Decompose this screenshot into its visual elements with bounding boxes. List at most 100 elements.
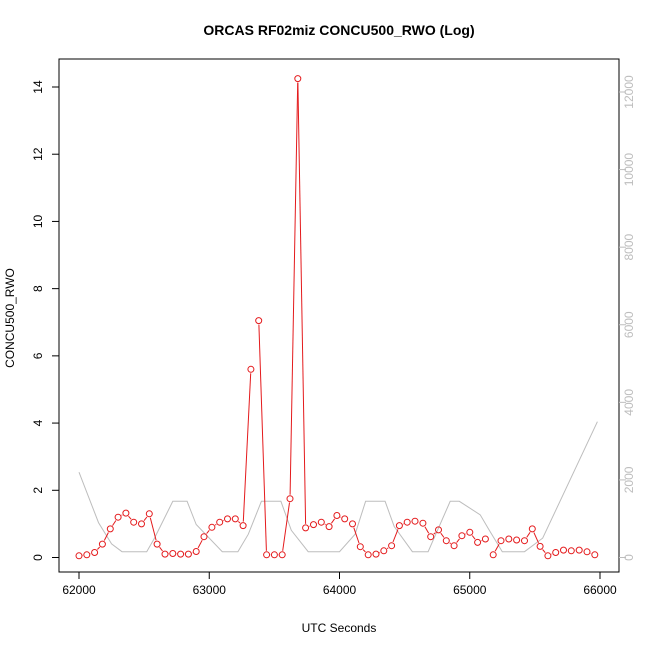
primary-series-segment xyxy=(237,521,241,524)
y-tick-label: 2 xyxy=(31,487,45,494)
primary-series-segment xyxy=(214,523,217,526)
data-point xyxy=(583,548,591,556)
y2-tick-label: 10000 xyxy=(622,153,636,187)
primary-series-segment xyxy=(258,324,267,551)
data-point xyxy=(349,520,356,528)
data-point xyxy=(536,542,544,550)
data-point xyxy=(83,551,91,559)
y2-tick-label: 4000 xyxy=(622,389,636,416)
data-point xyxy=(75,552,83,560)
data-point xyxy=(177,550,185,558)
primary-series-segment xyxy=(297,82,307,524)
data-point xyxy=(442,537,450,545)
primary-series-segment xyxy=(424,526,430,534)
primary-series-segment xyxy=(494,543,500,552)
data-point xyxy=(575,546,583,554)
axes-layer: 62000 63000 64000 65000 66000 0 2 4 6 8 10 12 14 0 200… xyxy=(31,75,636,597)
data-point xyxy=(130,518,138,526)
data-point xyxy=(325,523,333,531)
data-point xyxy=(466,528,474,536)
primary-series-layer xyxy=(75,75,599,560)
data-point xyxy=(403,518,411,526)
data-point xyxy=(521,537,528,545)
primary-series-segment xyxy=(197,539,203,549)
data-point xyxy=(278,551,286,559)
primary-series-segment xyxy=(282,502,290,551)
data-point xyxy=(372,550,380,558)
y2-tick-label: 2000 xyxy=(622,466,636,493)
data-point xyxy=(255,317,263,325)
x-tick-label: 62000 xyxy=(62,583,96,597)
data-point xyxy=(395,522,403,530)
data-point xyxy=(552,549,560,556)
data-point xyxy=(427,533,435,541)
x-axis-label: UTC Seconds xyxy=(302,621,377,635)
x-tick-label: 63000 xyxy=(193,583,227,597)
y-tick-label: 14 xyxy=(31,80,45,94)
y-tick-label: 0 xyxy=(31,554,45,561)
y2-tick-label: 8000 xyxy=(622,233,636,260)
data-point xyxy=(497,537,505,545)
data-point xyxy=(419,519,427,527)
primary-series-segment xyxy=(526,532,531,538)
primary-series-segment xyxy=(143,516,148,522)
primary-series-segment xyxy=(330,518,336,524)
primary-series-segment xyxy=(449,542,452,545)
data-point xyxy=(263,551,271,559)
primary-series-segment xyxy=(128,515,132,520)
plot-frame xyxy=(58,58,620,573)
data-point xyxy=(591,551,599,559)
primary-series-segment xyxy=(353,527,360,544)
data-point xyxy=(333,512,341,519)
data-point xyxy=(474,538,482,546)
data-point xyxy=(341,515,349,523)
y2-tick-label: 6000 xyxy=(622,311,636,338)
data-point xyxy=(489,551,497,559)
primary-series-segment xyxy=(206,529,210,534)
data-point xyxy=(411,517,419,525)
y-tick-label: 8 xyxy=(31,285,45,292)
data-point xyxy=(294,75,302,83)
primary-series-segment xyxy=(103,532,109,541)
data-point xyxy=(560,546,567,554)
x-tick-label: 65000 xyxy=(453,583,487,597)
data-point xyxy=(458,532,466,540)
primary-series-segment xyxy=(112,520,117,526)
data-point xyxy=(169,550,177,557)
primary-series-segment xyxy=(159,546,163,552)
data-point xyxy=(567,547,575,555)
data-point xyxy=(231,515,239,523)
primary-series-segment xyxy=(440,532,445,538)
primary-series-segment xyxy=(386,547,389,550)
data-point xyxy=(481,535,489,543)
data-point xyxy=(239,522,247,530)
primary-series-segment xyxy=(362,549,366,553)
data-point xyxy=(106,525,114,533)
data-point xyxy=(114,513,122,521)
x-tick-label: 64000 xyxy=(323,583,357,597)
data-point xyxy=(192,548,200,555)
primary-series-segment xyxy=(97,546,101,550)
data-point xyxy=(356,543,364,551)
data-point xyxy=(200,533,208,541)
data-point xyxy=(247,365,255,373)
data-point xyxy=(208,523,216,531)
data-point xyxy=(505,535,513,543)
y-tick-label: 10 xyxy=(31,214,45,228)
chart-title: ORCAS RF02miz CONCU500_RWO (Log) xyxy=(203,22,474,38)
data-point xyxy=(138,520,145,528)
y2-tick-label: 12000 xyxy=(622,75,636,109)
primary-series-segment xyxy=(533,532,539,544)
primary-series-segment xyxy=(433,532,436,535)
data-point xyxy=(380,547,388,555)
primary-series-segment xyxy=(242,373,252,522)
data-point xyxy=(145,510,153,518)
data-point xyxy=(270,551,278,559)
y-axis-label: CONCU500_RWO xyxy=(3,268,17,368)
primary-series-segment xyxy=(289,82,299,495)
secondary-series-layer xyxy=(78,421,598,553)
data-point xyxy=(224,515,231,523)
data-point xyxy=(122,509,130,517)
data-point xyxy=(161,550,169,558)
